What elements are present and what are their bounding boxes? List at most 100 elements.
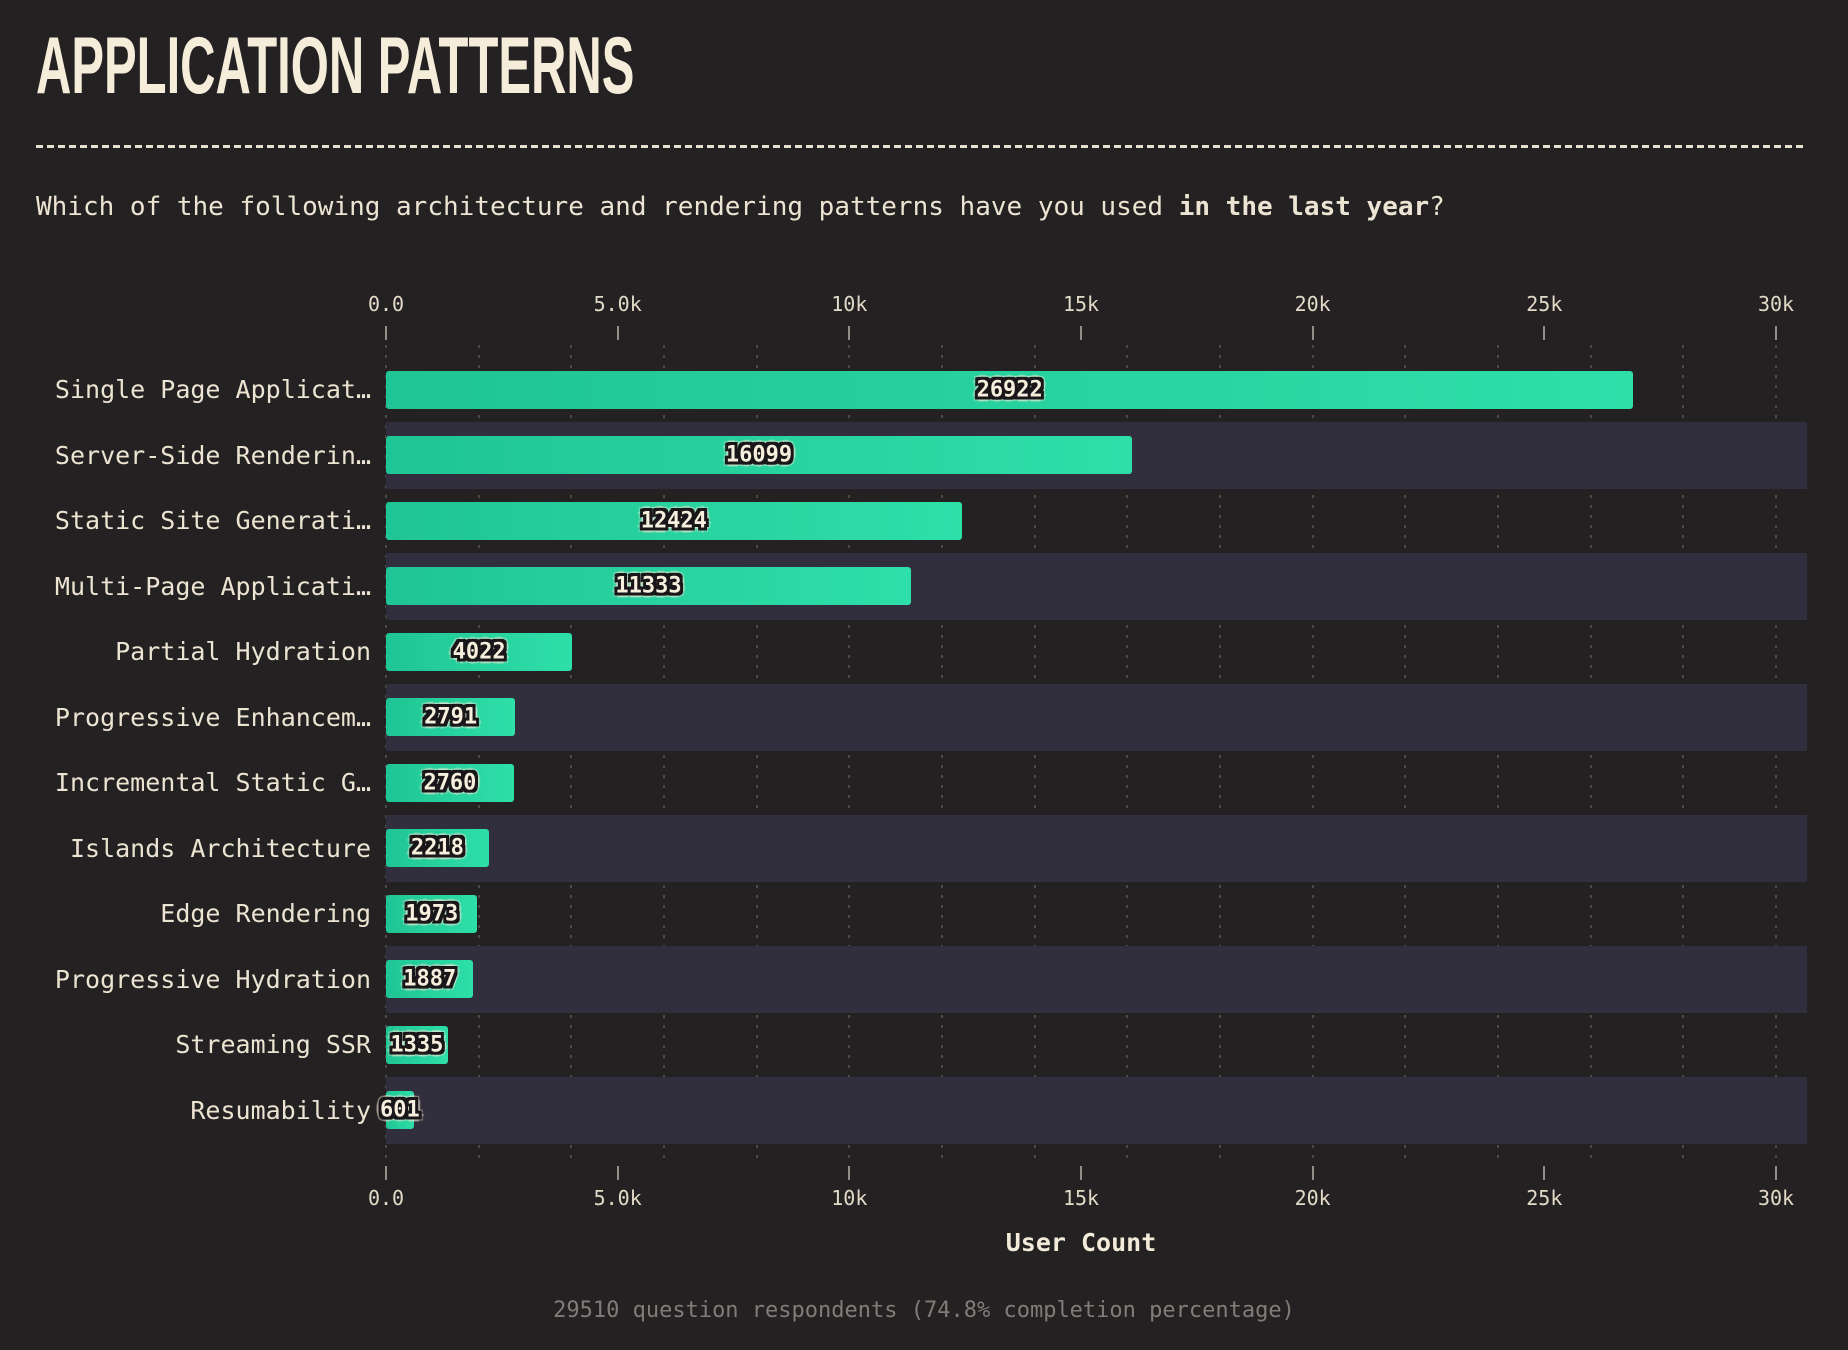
bar-row: Islands Architecture 2218 (0, 814, 1848, 882)
x-axis-title: User Count (1005, 1228, 1157, 1257)
plot-cell: 4022 (386, 619, 1807, 685)
bar[interactable] (386, 632, 573, 671)
bar-value-label: 2791 (424, 704, 478, 730)
bar-row: Partial Hydration 4022 (0, 619, 1848, 685)
bar[interactable] (386, 370, 1634, 409)
bar[interactable] (386, 763, 514, 802)
plot-cell: 16099 (386, 421, 1807, 489)
plot-cell: 26922 (386, 357, 1807, 423)
bar[interactable] (386, 960, 474, 999)
category-label: Islands Architecture (69, 833, 371, 863)
bar-row: Single Page Applicat… 26922 (0, 357, 1848, 423)
row-background-band (386, 683, 1807, 751)
x-axis-top-tick (1080, 326, 1082, 340)
dashed-divider (36, 145, 1806, 148)
bar[interactable] (386, 1025, 448, 1064)
bar-value-label: 16099 (725, 442, 793, 468)
bar[interactable] (386, 1091, 414, 1130)
x-axis-top-tick (616, 326, 619, 340)
category-label: Server-Side Renderin… (54, 440, 371, 470)
category-label: Multi-Page Applicati… (54, 571, 371, 601)
gridline (1404, 345, 1407, 1163)
category-label: Progressive Hydration (54, 964, 371, 994)
row-background-band (386, 1076, 1807, 1144)
gridline (663, 345, 665, 1163)
bar-row: Resumability 601 (0, 1076, 1848, 1144)
bar[interactable] (386, 436, 1132, 475)
plot-cell: 1335 (386, 1012, 1807, 1078)
bar-row: Progressive Enhancem… 2791 (0, 683, 1848, 751)
bar-value-label: 12424 (640, 508, 707, 534)
gridline (477, 345, 480, 1163)
category-label: Static Site Generati… (54, 506, 371, 535)
x-axis-bottom-tick (1543, 1166, 1546, 1180)
x-axis-bottom-tick-label: 30k (1757, 1186, 1795, 1210)
survey-question: Which of the following architecture and … (36, 192, 1445, 222)
x-axis-top-tick-label: 15k (1062, 292, 1100, 316)
bar-value-label: 11333 (615, 573, 682, 599)
bar[interactable] (386, 894, 478, 933)
gridline (1682, 345, 1685, 1163)
x-axis-top-tick (385, 326, 387, 340)
category-label: Progressive Enhancem… (54, 702, 371, 732)
gridline (941, 345, 943, 1163)
x-axis-bottom-tick-label: 5.0k (593, 1186, 642, 1210)
bar-row: Progressive Hydration 1887 (0, 945, 1848, 1013)
bar[interactable] (386, 501, 962, 540)
bar-row: Streaming SSR 1335 (0, 1012, 1848, 1078)
category-label: Partial Hydration (115, 637, 371, 666)
x-axis-bottom-tick-label: 10k (831, 1186, 868, 1210)
x-axis-bottom-tick-label: 15k (1062, 1186, 1100, 1210)
row-background-band (386, 814, 1807, 882)
gridline (1219, 345, 1221, 1163)
bar-row: Static Site Generati… 12424 (0, 488, 1848, 554)
gridline (755, 345, 758, 1163)
plot-cell: 1973 (386, 881, 1807, 947)
gridline (1497, 345, 1499, 1163)
x-axis-bottom-tick (1311, 1166, 1314, 1180)
x-axis-top-tick-label: 25k (1526, 292, 1563, 316)
gridline (1126, 345, 1129, 1163)
plot-cell: 12424 (386, 488, 1807, 554)
page-title: APPLICATION PATTERNS (36, 21, 635, 111)
x-axis-top-tick-label: 30k (1757, 292, 1795, 316)
question-mark: ? (1429, 192, 1445, 222)
x-axis-bottom-tick (848, 1166, 851, 1180)
gridline (1033, 345, 1036, 1163)
question-emphasis: in the last year (1178, 192, 1430, 222)
x-axis-top-tick-label: 0.0 (367, 292, 405, 316)
bar-row: Incremental Static G… 2760 (0, 750, 1848, 816)
x-axis-bottom-tick (1775, 1166, 1777, 1180)
bar[interactable] (386, 567, 912, 606)
plot-cell: 601 (380, 1076, 1807, 1144)
bar[interactable] (386, 698, 516, 737)
plot-cell: 1887 (386, 945, 1807, 1013)
x-axis-top-tick-label: 5.0k (593, 292, 642, 316)
plot-cell: 2218 (386, 814, 1807, 882)
x-axis-top-tick (1543, 326, 1546, 340)
x-axis-bottom-tick-label: 25k (1526, 1186, 1563, 1210)
category-label: Resumability (190, 1095, 371, 1125)
bar-value-label: 601 (380, 1097, 420, 1123)
gridline (1311, 345, 1314, 1163)
x-axis-top-tick (848, 326, 851, 340)
bar-value-label: 1887 (403, 966, 457, 992)
bar-value-label: 2218 (410, 835, 464, 861)
x-axis-bottom-tick (385, 1166, 387, 1180)
category-label: Single Page Applicat… (54, 375, 371, 404)
plot-cell: 2760 (386, 750, 1807, 816)
gridline (1775, 345, 1777, 1163)
x-axis-top-tick-label: 10k (831, 292, 868, 316)
bar[interactable] (386, 829, 489, 868)
question-text: Which of the following architecture and … (36, 192, 1179, 222)
x-axis-bottom-tick-label: 20k (1294, 1186, 1331, 1210)
x-axis-top-tick (1311, 326, 1314, 340)
gridline (385, 345, 387, 1163)
bar-row: Server-Side Renderin… 16099 (0, 421, 1848, 489)
bar-value-label: 2760 (423, 770, 477, 796)
bar-value-label: 1973 (405, 901, 459, 927)
gridline (570, 345, 573, 1163)
plot-cell: 11333 (386, 552, 1807, 620)
gridline (848, 345, 851, 1163)
